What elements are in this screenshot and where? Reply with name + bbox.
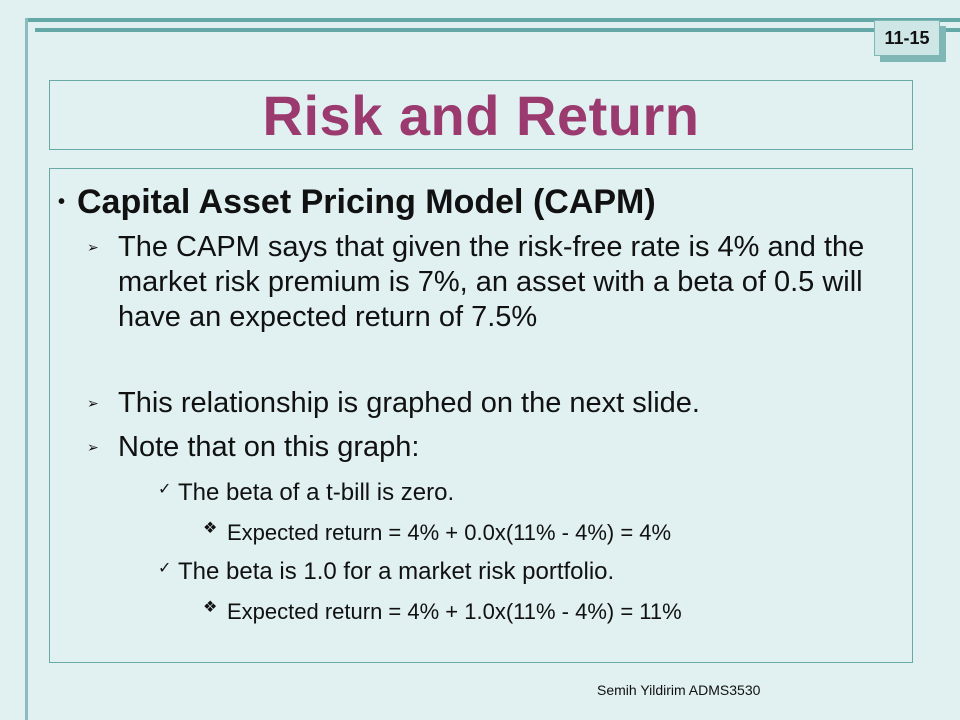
arrow-bullet-icon: ➢ <box>87 239 99 255</box>
point-text: This relationship is graphed on the next… <box>118 387 700 419</box>
left-rule <box>25 18 28 720</box>
point-2: ➢ This relationship is graphed on the ne… <box>87 386 877 421</box>
detail-point-text: Expected return = 4% + 0.0x(11% - 4%) = … <box>227 520 672 545</box>
detail-point-1: ❖ Expected return = 4% + 0.0x(11% - 4%) … <box>203 519 883 547</box>
top-rule-secondary <box>35 28 960 32</box>
slide-number: 11-15 <box>874 20 940 56</box>
sub-point-1: ✓ The beta of a t-bill is zero. <box>158 478 858 508</box>
point-3: ➢ Note that on this graph: <box>87 430 877 465</box>
point-text: The CAPM says that given the risk-free r… <box>118 231 865 333</box>
top-rule <box>25 18 960 22</box>
sub-point-2: ✓ The beta is 1.0 for a market risk port… <box>158 557 858 587</box>
content-box <box>49 168 913 663</box>
point-1: ➢ The CAPM says that given the risk-free… <box>87 230 877 335</box>
footer: Semih Yildirim ADMS3530 <box>597 682 761 698</box>
diamond-bullet-icon: ❖ <box>203 520 218 537</box>
point-text: Note that on this graph: <box>118 431 420 463</box>
detail-point-2: ❖ Expected return = 4% + 1.0x(11% - 4%) … <box>203 598 883 626</box>
title-box: Risk and Return <box>49 80 913 150</box>
heading-text: Capital Asset Pricing Model (CAPM) <box>77 183 656 221</box>
arrow-bullet-icon: ➢ <box>87 395 99 411</box>
sub-point-text: The beta is 1.0 for a market risk portfo… <box>178 558 615 585</box>
arrow-bullet-icon: ➢ <box>87 439 99 455</box>
dot-bullet-icon: • <box>58 191 66 213</box>
detail-point-text: Expected return = 4% + 1.0x(11% - 4%) = … <box>227 599 682 624</box>
check-bullet-icon: ✓ <box>158 560 172 577</box>
diamond-bullet-icon: ❖ <box>203 599 218 616</box>
check-bullet-icon: ✓ <box>158 481 172 498</box>
slide-title: Risk and Return <box>262 83 700 147</box>
sub-point-text: The beta of a t-bill is zero. <box>178 479 455 506</box>
